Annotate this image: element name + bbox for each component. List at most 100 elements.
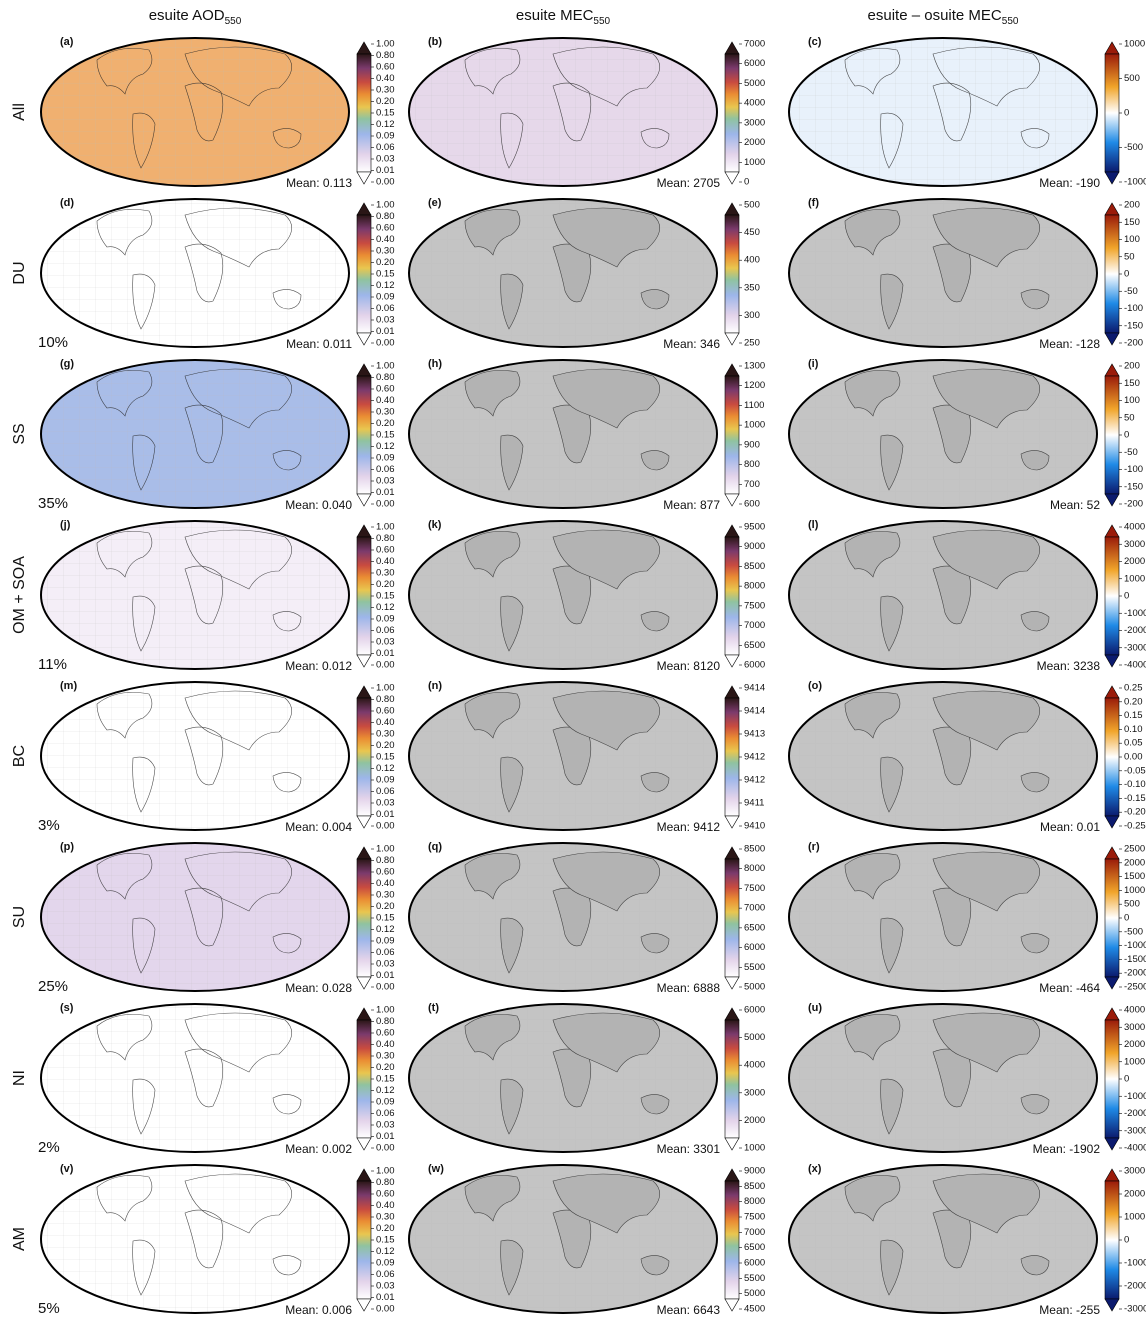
panel-mean: Mean: 0.004	[285, 820, 352, 834]
colorbar-tick-label: 8000	[744, 1196, 765, 1207]
colorbar	[1105, 859, 1119, 977]
colorbar-tick-label: 0.09	[376, 131, 395, 142]
colorbar-tick-label: -100	[1124, 464, 1143, 475]
colorbar-tick-label: -0.15	[1124, 793, 1146, 804]
colorbar-tick-label: 1000	[1124, 39, 1145, 50]
colorbar-tick-label: 9412	[744, 752, 765, 763]
panel-mean: Mean: 6888	[657, 981, 721, 995]
colorbar-tick-label: 0.06	[376, 1108, 395, 1119]
colorbar-tick-label: 0	[1124, 1235, 1129, 1246]
colorbar-tick-label: 1.00	[376, 1166, 395, 1177]
colorbar-tick-label: 350	[744, 282, 760, 293]
panel-letter: (b)	[428, 36, 442, 48]
colorbar-tick-label: 2000	[744, 137, 765, 148]
colorbar-tick-label: -200	[1124, 338, 1143, 349]
colorbar-tick-label: 9413	[744, 729, 765, 740]
colorbar-top-arrow	[1105, 364, 1119, 376]
panel-letter: (q)	[428, 841, 442, 853]
panel-letter: (i)	[808, 358, 819, 370]
colorbar-tick-label: -3000	[1124, 1304, 1146, 1315]
colorbar-tick-label: 1.00	[376, 39, 395, 50]
colorbar-tick-label: 0.15	[376, 269, 395, 280]
colorbar-tick-label: -150	[1124, 320, 1143, 331]
colorbar-tick-label: -1000	[1124, 177, 1146, 188]
panel-mean: Mean: 3238	[1037, 659, 1101, 673]
colorbar-tick-label: 0.15	[376, 1074, 395, 1085]
colorbar-bottom-arrow	[357, 494, 371, 506]
colorbar	[1105, 537, 1119, 655]
colorbar-tick-label: 0.00	[376, 982, 395, 993]
panel-mean: Mean: -128	[1039, 337, 1100, 351]
row-share: 35%	[38, 495, 68, 512]
colorbar-bottom-arrow	[725, 977, 739, 989]
colorbar-tick-label: -1000	[1124, 940, 1146, 951]
colorbar-tick-label: 0.60	[376, 384, 395, 395]
colorbar-tick-label: 5000	[744, 78, 765, 89]
colorbar-tick-label: 9410	[744, 821, 765, 832]
colorbar-tick-label: 0.00	[376, 177, 395, 188]
row-share: 25%	[38, 978, 68, 995]
colorbar-tick-label: 0.60	[376, 545, 395, 556]
colorbar-tick-label: 0.09	[376, 292, 395, 303]
colorbar-tick-label: -4000	[1124, 1143, 1146, 1154]
colorbar-top-arrow	[357, 686, 371, 698]
colorbar	[725, 54, 739, 172]
colorbar-tick-label: 0.30	[376, 568, 395, 579]
colorbar-tick-label: 0.01	[376, 487, 395, 498]
colorbar-tick-label: 9000	[744, 541, 765, 552]
colorbar-top-arrow	[725, 203, 739, 215]
colorbar-tick-label: 0	[1124, 108, 1129, 119]
colorbar-tick-label: 50	[1124, 251, 1135, 262]
colorbar-tick-label: 500	[744, 200, 760, 211]
colorbar-top-arrow	[725, 1008, 739, 1020]
colorbar-tick-label: -150	[1124, 481, 1143, 492]
colorbar-top-arrow	[357, 847, 371, 859]
row-share: 11%	[38, 656, 67, 673]
colorbar-tick-label: 0.03	[376, 959, 395, 970]
colorbar-tick-label: 5000	[744, 1288, 765, 1299]
header-subscript: 550	[225, 16, 242, 27]
colorbar-tick-label: 0.20	[376, 418, 395, 429]
colorbar-tick-label: 5500	[744, 962, 765, 973]
colorbar-tick-label: -1000	[1124, 1091, 1146, 1102]
colorbar-tick-label: -2000	[1124, 625, 1146, 636]
colorbar-tick-label: 0.30	[376, 407, 395, 418]
colorbar-tick-label: 0.00	[1124, 752, 1143, 763]
colorbar	[357, 859, 371, 977]
colorbar-top-arrow	[1105, 203, 1119, 215]
colorbar-tick-label: 3000	[1124, 1166, 1145, 1177]
colorbar-tick-label: 0.01	[376, 1292, 395, 1303]
colorbar-tick-label: 0.30	[376, 890, 395, 901]
colorbar-top-arrow	[725, 364, 739, 376]
colorbar-top-arrow	[725, 686, 739, 698]
colorbar-bottom-arrow	[1105, 333, 1119, 345]
colorbar-tick-label: 0.09	[376, 1097, 395, 1108]
colorbar-tick-label: 0.05	[1124, 738, 1143, 749]
panel-mean: Mean: 0.113	[286, 176, 352, 190]
colorbar-tick-label: 0.12	[376, 441, 395, 452]
colorbar-tick-label: 0.20	[376, 579, 395, 590]
colorbar-tick-label: 0.01	[376, 809, 395, 820]
colorbar	[357, 698, 371, 816]
colorbar-tick-label: 900	[744, 439, 760, 450]
colorbar-tick-label: 0.01	[376, 165, 395, 176]
panel-letter: (d)	[60, 197, 74, 209]
colorbar-tick-label: -0.20	[1124, 807, 1146, 818]
colorbar-tick-label: 800	[744, 459, 760, 470]
colorbar-tick-label: 0	[744, 177, 749, 188]
colorbar	[357, 537, 371, 655]
colorbar-top-arrow	[357, 42, 371, 54]
panel-letter: (f)	[808, 197, 819, 209]
colorbar-tick-label: 0.30	[376, 1051, 395, 1062]
colorbar-tick-label: 8000	[744, 581, 765, 592]
panel-mean: Mean: 0.006	[285, 1303, 352, 1317]
colorbar-tick-label: -500	[1124, 926, 1143, 937]
column-header: esuite AOD550	[149, 7, 242, 27]
colorbar-tick-label: 0.09	[376, 614, 395, 625]
colorbar-tick-label: 0.25	[1124, 683, 1143, 694]
colorbar-tick-label: 0.06	[376, 464, 395, 475]
colorbar-bottom-arrow	[357, 333, 371, 345]
colorbar-bottom-arrow	[725, 333, 739, 345]
colorbar-tick-label: 1100	[744, 400, 764, 411]
colorbar-tick-label: 3000	[1124, 539, 1145, 550]
